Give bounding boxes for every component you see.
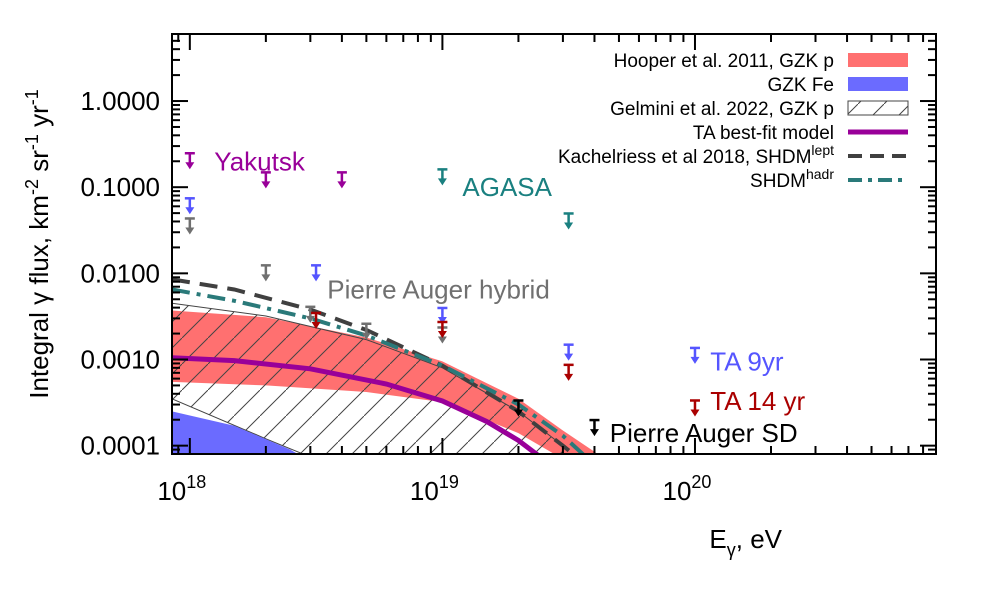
annotation-agasa: AGASA xyxy=(462,172,552,202)
line-ta-best-fit-model xyxy=(172,355,541,454)
dataset-annotations: Yakutsk AGASA Pierre Auger hybrid TA 9yr TA … xyxy=(214,146,805,448)
y-tick-label: 1.0000 xyxy=(80,86,160,116)
marker-agasa xyxy=(563,212,574,230)
legend-entry-ta-best-fit-model: TA best-fit model xyxy=(693,123,908,144)
upper-limit-markers xyxy=(184,152,700,437)
x-axis-label: Eγ, eV xyxy=(709,524,782,560)
marker-pierre-auger-sd xyxy=(513,399,524,417)
line-shdm-hadr xyxy=(172,287,586,454)
axis-ticks xyxy=(172,33,937,455)
y-tick-label: 0.1000 xyxy=(80,172,160,202)
y-tick-label: 0.0010 xyxy=(80,344,160,374)
legend-entry-gelmini-et-al-2022-gzk-p: Gelmini et al. 2022, GZK p xyxy=(610,99,909,120)
legend-label: Gelmini et al. 2022, GZK p xyxy=(610,99,834,120)
marker-ta-9yr xyxy=(689,346,700,364)
band-gzk-fe xyxy=(172,411,298,454)
legend-entry-kachelriess-et-al-2018-shdmlept: Kachelriess et al 2018, SHDMlept xyxy=(558,142,908,168)
marker-pierre-auger-hybrid xyxy=(184,217,195,235)
x-tick-label: 1020 xyxy=(663,472,712,506)
legend-label: Kachelriess et al 2018, SHDMlept xyxy=(558,142,834,168)
legend: Hooper et al. 2011, GZK p GZK Fe Gelmini e… xyxy=(558,51,909,192)
annotation-pierre-auger-sd: Pierre Auger SD xyxy=(610,418,798,448)
x-tick-labels: 1018 1019 1020 xyxy=(157,472,711,506)
legend-entry-shdmhadr: SHDMhadr xyxy=(750,166,908,192)
legend-entry-hooper-et-al-2011-gzk-p: Hooper et al. 2011, GZK p xyxy=(614,51,908,72)
marker-agasa xyxy=(437,168,448,186)
marker-pierre-auger-sd xyxy=(589,418,600,437)
legend-swatch xyxy=(848,77,908,91)
marker-yakutsk xyxy=(336,171,347,189)
x-tick-label: 1019 xyxy=(410,472,459,506)
y-axis-label: Integral γ flux, km-2 sr-1 yr-1 xyxy=(22,89,54,399)
legend-label: Hooper et al. 2011, GZK p xyxy=(614,51,834,72)
legend-entry-gzk-fe: GZK Fe xyxy=(767,75,908,96)
marker-ta-14-yr xyxy=(563,363,574,381)
y-tick-labels: 1.0000 0.1000 0.0100 0.0010 0.0001 xyxy=(80,86,160,461)
legend-swatch xyxy=(848,53,908,67)
marker-ta-9yr xyxy=(563,343,574,361)
marker-pierre-auger-hybrid xyxy=(260,264,271,282)
model-lines xyxy=(172,277,586,454)
legend-label: TA best-fit model xyxy=(693,123,834,144)
annotation-yakutsk: Yakutsk xyxy=(214,146,306,176)
annotation-ta-9yr: TA 9yr xyxy=(710,346,784,376)
legend-swatch xyxy=(847,100,909,116)
marker-pierre-auger-hybrid xyxy=(361,322,372,340)
marker-ta-9yr xyxy=(437,306,448,324)
plot-frame xyxy=(171,33,937,455)
x-tick-label: 1018 xyxy=(157,472,206,506)
marker-ta-14-yr xyxy=(311,311,322,329)
y-tick-label: 0.0100 xyxy=(80,258,160,288)
annotation-pierre-auger-hybrid: Pierre Auger hybrid xyxy=(327,274,550,304)
marker-ta-9yr xyxy=(184,197,195,215)
annotation-ta-14-yr: TA 14 yr xyxy=(710,386,805,416)
marker-yakutsk xyxy=(184,152,195,170)
y-tick-label: 0.0001 xyxy=(80,431,160,461)
marker-pierre-auger-hybrid xyxy=(305,305,316,323)
line-kachelriess-et-al-2018-shdm-lept xyxy=(172,277,577,454)
marker-yakutsk xyxy=(260,171,271,189)
marker-ta-14-yr xyxy=(689,399,700,417)
legend-label: GZK Fe xyxy=(767,75,834,96)
legend-label: SHDMhadr xyxy=(750,166,834,192)
marker-ta-9yr xyxy=(311,264,322,282)
marker-ta-14-yr xyxy=(437,320,448,338)
